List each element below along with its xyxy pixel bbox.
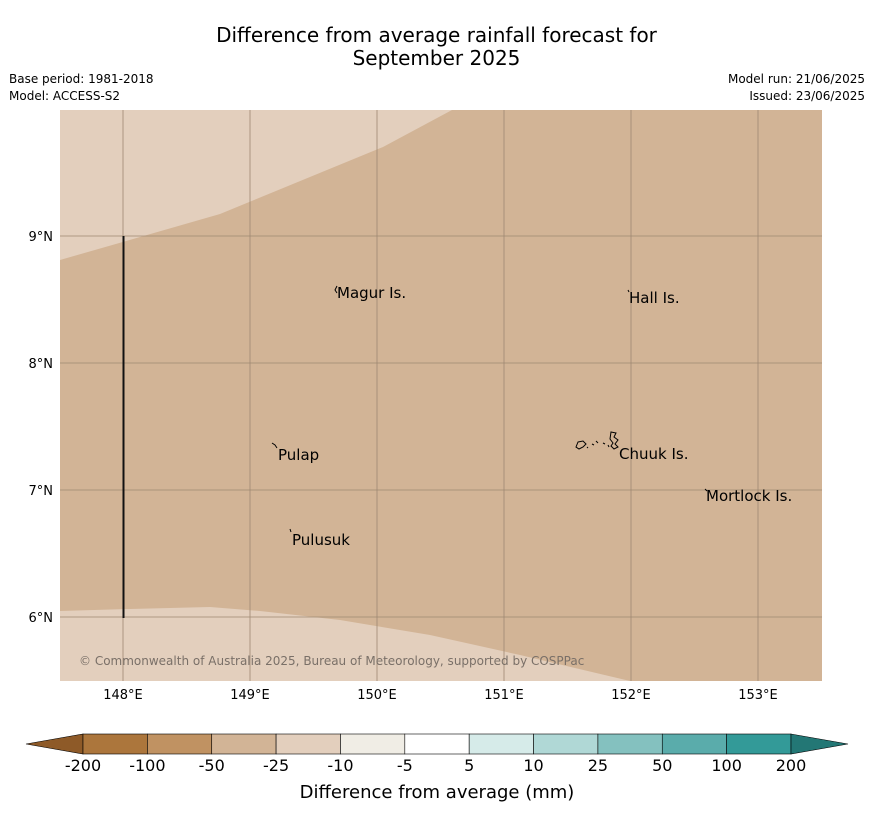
map-title-line1: Difference from average rainfall forecas…: [216, 23, 657, 47]
chuuk-islands-shape: [575, 431, 619, 450]
mortlock-island-shape: [704, 488, 708, 492]
colorbar-swatch: [726, 733, 792, 755]
colorbar-swatch: [468, 733, 534, 755]
colorbar-tick-label: 200: [776, 756, 807, 775]
colorbar-swatch: [147, 733, 213, 755]
lon-tick-150e: 150°E: [357, 688, 397, 703]
issued-text: Issued: 23/06/2025: [749, 89, 865, 103]
colorbar-swatch: [533, 733, 599, 755]
colorbar-tick-label: -10: [327, 756, 353, 775]
lat-tick-8n: 8°N: [29, 357, 54, 372]
place-label-pulusuk: Pulusuk: [292, 531, 350, 549]
colorbar: -200 -100 -50 -25 -10 -5 5 10 25 50 100 200 Differe…: [25, 733, 849, 803]
lon-tick-152e: 152°E: [611, 688, 651, 703]
latitude-tick-labels: 9°N 8°N 7°N 6°N: [29, 230, 54, 626]
colorbar-swatch: [211, 733, 277, 755]
colorbar-swatch: [661, 733, 727, 755]
lon-tick-148e: 148°E: [103, 688, 143, 703]
place-label-hall: Hall Is.: [629, 289, 680, 307]
copyright-text: © Commonwealth of Australia 2025, Bureau…: [79, 654, 584, 668]
colorbar-tick-label: 10: [523, 756, 543, 775]
model-text: Model: ACCESS-S2: [9, 89, 121, 103]
map-area: Magur Is. Hall Is. Pulap Chuuk Is. Mortl…: [60, 110, 822, 681]
colorbar-tick-label: -200: [65, 756, 101, 775]
longitude-tick-labels: 148°E 149°E 150°E 151°E 152°E 153°E: [103, 688, 778, 703]
colorbar-tick-label: 5: [464, 756, 474, 775]
colorbar-tick-label: -25: [263, 756, 289, 775]
colorbar-swatch: [340, 733, 406, 755]
colorbar-swatch: [597, 733, 663, 755]
colorbar-tick-label: -5: [397, 756, 413, 775]
magur-island-shape: [334, 285, 338, 294]
lon-tick-151e: 151°E: [484, 688, 524, 703]
place-label-pulap: Pulap: [278, 446, 319, 464]
colorbar-extend-high: [790, 733, 849, 755]
colorbar-extend-low: [25, 733, 84, 755]
colorbar-swatches: [82, 733, 792, 755]
map-title-line2: September 2025: [352, 46, 521, 70]
model-run-text: Model run: 21/06/2025: [727, 72, 865, 86]
pulusuk-island-shape: [289, 528, 292, 533]
colorbar-tick-label: -50: [199, 756, 225, 775]
place-label-magur: Magur Is.: [337, 284, 406, 302]
forecast-fill-light-south: [60, 607, 630, 681]
lat-tick-7n: 7°N: [29, 484, 54, 499]
colorbar-swatch: [404, 733, 470, 755]
lon-tick-153e: 153°E: [738, 688, 778, 703]
place-label-mortlock: Mortlock Is.: [706, 487, 792, 505]
island-outlines: [271, 285, 708, 533]
forecast-fill-light-north: [60, 110, 452, 260]
place-label-chuuk: Chuuk Is.: [619, 445, 688, 463]
colorbar-swatch: [82, 733, 148, 755]
colorbar-swatch: [275, 733, 341, 755]
colorbar-tick-label: 50: [652, 756, 672, 775]
colorbar-tick-labels: -200 -100 -50 -25 -10 -5 5 10 25 50 100 200: [65, 756, 806, 775]
lat-tick-6n: 6°N: [29, 611, 54, 626]
colorbar-tick-label: 25: [588, 756, 608, 775]
colorbar-tick-label: -100: [129, 756, 165, 775]
lat-tick-9n: 9°N: [29, 230, 54, 245]
colorbar-axis-label: Difference from average (mm): [300, 782, 575, 803]
pulap-island-shape: [271, 442, 278, 449]
base-period-text: Base period: 1981-2018: [9, 72, 154, 86]
lon-tick-149e: 149°E: [230, 688, 270, 703]
colorbar-tick-label: 100: [711, 756, 742, 775]
place-labels: Magur Is. Hall Is. Pulap Chuuk Is. Mortl…: [278, 284, 792, 549]
hall-island-shape: [627, 289, 630, 293]
